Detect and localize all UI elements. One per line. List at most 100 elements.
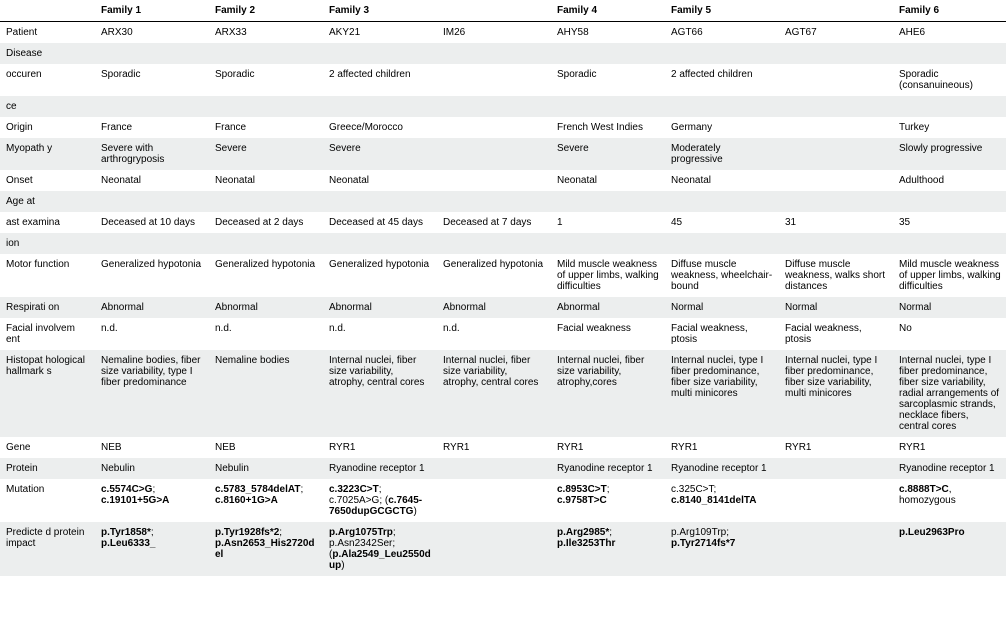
cell: [437, 233, 551, 254]
row-label: Age at: [0, 191, 95, 212]
cell: Nemaline bodies, fiber size variability,…: [95, 350, 209, 437]
cell: c.3223C>T; c.7025A>G; (c.7645-7650dupGCG…: [323, 479, 437, 522]
cell: AKY21: [323, 22, 437, 44]
cell: Neonatal: [323, 170, 437, 191]
cell: Abnormal: [551, 297, 665, 318]
cell: c.8953C>T; c.9758T>C: [551, 479, 665, 522]
cell: [95, 233, 209, 254]
cell: [209, 96, 323, 117]
cell: AHY58: [551, 22, 665, 44]
cell: [437, 479, 551, 522]
cell: [665, 233, 779, 254]
cell: [551, 96, 665, 117]
cell: [437, 522, 551, 576]
cell: [437, 96, 551, 117]
cell: Generalized hypotonia: [323, 254, 437, 297]
cell: Generalized hypotonia: [95, 254, 209, 297]
cell: Internal nuclei, fiber size variability,…: [551, 350, 665, 437]
table-row: Predicte d protein impactp.Tyr1858*; p.L…: [0, 522, 1006, 576]
cell: Slowly progressive: [893, 138, 1006, 170]
cell: Ryanodine receptor 1: [551, 458, 665, 479]
cell: Sporadic: [551, 64, 665, 96]
cell: Normal: [665, 297, 779, 318]
cell: n.d.: [437, 318, 551, 350]
cell: Sporadic: [209, 64, 323, 96]
header-blank: [0, 0, 95, 22]
row-label: Motor function: [0, 254, 95, 297]
cell: AGT67: [779, 22, 893, 44]
cell: [209, 43, 323, 64]
table-row: Histopat hological hallmark sNemaline bo…: [0, 350, 1006, 437]
cell: RYR1: [665, 437, 779, 458]
cell: Severe: [209, 138, 323, 170]
cell: Abnormal: [437, 297, 551, 318]
cell: Abnormal: [95, 297, 209, 318]
header-f4: Family 4: [551, 0, 665, 22]
cell: Neonatal: [551, 170, 665, 191]
cell: Nebulin: [209, 458, 323, 479]
row-label: Respirati on: [0, 297, 95, 318]
cell: [779, 479, 893, 522]
row-label: Predicte d protein impact: [0, 522, 95, 576]
table-row: Respirati onAbnormalAbnormalAbnormalAbno…: [0, 297, 1006, 318]
cell: RYR1: [437, 437, 551, 458]
cell: [779, 170, 893, 191]
header-f2: Family 2: [209, 0, 323, 22]
table-row: ce: [0, 96, 1006, 117]
cell: Germany: [665, 117, 779, 138]
cell: Internal nuclei, fiber size variability,…: [323, 350, 437, 437]
header-f5b: [779, 0, 893, 22]
cell: Diffuse muscle weakness, walks short dis…: [779, 254, 893, 297]
cell: Neonatal: [665, 170, 779, 191]
cell: p.Leu2963Pro: [893, 522, 1006, 576]
cell: 35: [893, 212, 1006, 233]
table-row: ion: [0, 233, 1006, 254]
cell: Moderately progressive: [665, 138, 779, 170]
cell: c.5783_5784delAT; c.8160+1G>A: [209, 479, 323, 522]
cell: [779, 43, 893, 64]
cell: France: [209, 117, 323, 138]
table-row: Motor functionGeneralized hypotoniaGener…: [0, 254, 1006, 297]
cell: [779, 64, 893, 96]
cell: Severe with arthrogryposis: [95, 138, 209, 170]
cell: 2 affected children: [323, 64, 437, 96]
row-label: occuren: [0, 64, 95, 96]
row-label: Mutation: [0, 479, 95, 522]
cell: Adulthood: [893, 170, 1006, 191]
cell: Internal nuclei, type I fiber predominan…: [665, 350, 779, 437]
cell: [893, 191, 1006, 212]
cell: Normal: [779, 297, 893, 318]
cell: c.5574C>G; c.19101+5G>A: [95, 479, 209, 522]
cell: [779, 458, 893, 479]
cell: Internal nuclei, type I fiber predominan…: [893, 350, 1006, 437]
cell: Abnormal: [209, 297, 323, 318]
cell: RYR1: [893, 437, 1006, 458]
cell: [551, 233, 665, 254]
cell: Neonatal: [209, 170, 323, 191]
table-row: ast examinaDeceased at 10 daysDeceased a…: [0, 212, 1006, 233]
header-f5: Family 5: [665, 0, 779, 22]
cell: [665, 43, 779, 64]
cell: Facial weakness, ptosis: [779, 318, 893, 350]
cell: n.d.: [95, 318, 209, 350]
row-label: ce: [0, 96, 95, 117]
cell: [323, 191, 437, 212]
cell: [209, 233, 323, 254]
cell: [779, 522, 893, 576]
cell: Diffuse muscle weakness, wheelchair-boun…: [665, 254, 779, 297]
cell: [437, 138, 551, 170]
cell: France: [95, 117, 209, 138]
cell: [323, 233, 437, 254]
clinical-table: Family 1 Family 2 Family 3 Family 4 Fami…: [0, 0, 1006, 576]
cell: [95, 43, 209, 64]
cell: [209, 191, 323, 212]
header-f1: Family 1: [95, 0, 209, 22]
cell: AGT66: [665, 22, 779, 44]
row-label: ion: [0, 233, 95, 254]
table-row: ProteinNebulinNebulinRyanodine receptor …: [0, 458, 1006, 479]
cell: p.Arg2985*; p.Ile3253Thr: [551, 522, 665, 576]
cell: Ryanodine receptor 1: [323, 458, 437, 479]
cell: Sporadic (consanuineous): [893, 64, 1006, 96]
table-row: Myopath ySevere with arthrogryposisSever…: [0, 138, 1006, 170]
cell: Deceased at 2 days: [209, 212, 323, 233]
